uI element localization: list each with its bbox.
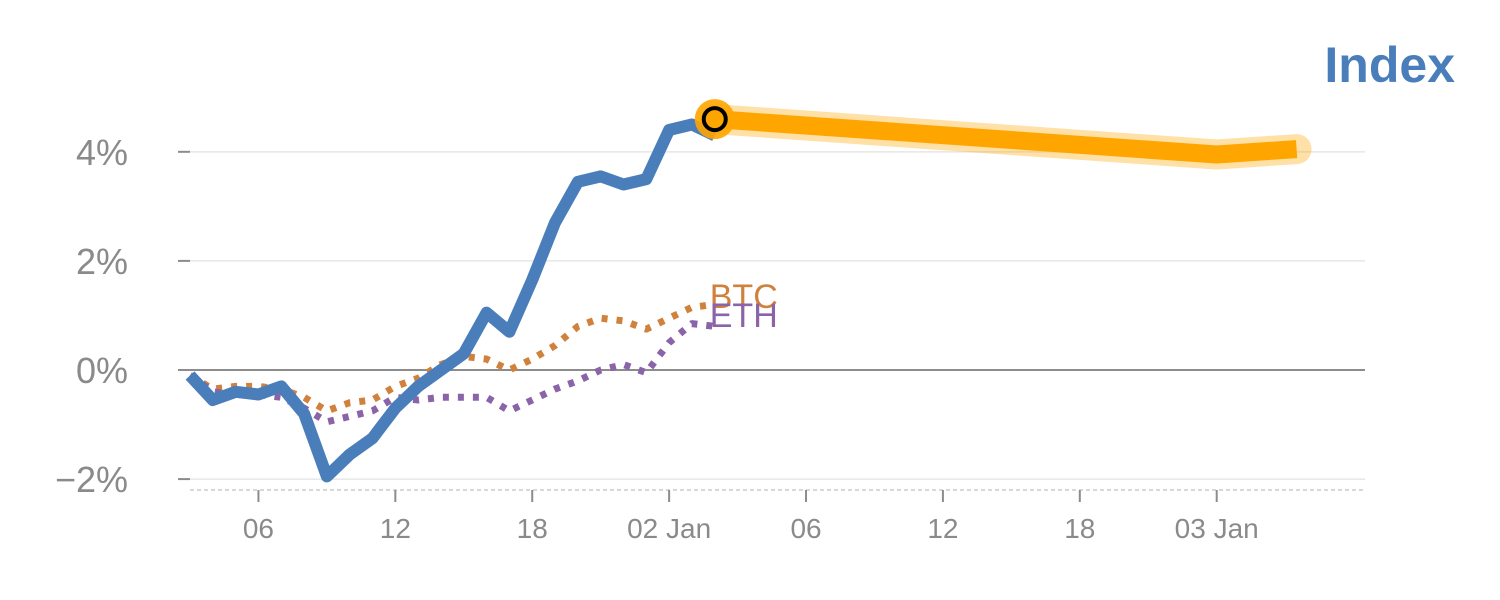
x-tick-label: 02 Jan: [627, 513, 711, 544]
forecast-line: [714, 110, 1298, 164]
series-lines: [185, 99, 1312, 483]
x-tick-label: 06: [790, 513, 821, 544]
y-tick-label: 0%: [76, 350, 128, 391]
y-tick-label: 4%: [76, 132, 128, 173]
x-tick-label: 12: [927, 513, 958, 544]
y-tick-label: 2%: [76, 241, 128, 282]
x-tick-label: 12: [380, 513, 411, 544]
btc-end-label: BTC: [710, 278, 778, 316]
eth-line: [187, 320, 716, 426]
chart-title: Index: [1324, 37, 1455, 93]
index-line: [185, 118, 718, 483]
eth-end-label: ETH: [710, 297, 778, 335]
x-tick-label: 03 Jan: [1175, 513, 1259, 544]
axes: −2% 0% 2% 4% 06 12 18 02 Jan 06 12 18 03 Jan: [55, 132, 1365, 544]
current-point-marker: [701, 106, 728, 133]
x-tick-label: 18: [517, 513, 548, 544]
y-tick-label: −2%: [55, 459, 128, 500]
x-tick-label: 06: [243, 513, 274, 544]
x-tick-label: 18: [1064, 513, 1095, 544]
